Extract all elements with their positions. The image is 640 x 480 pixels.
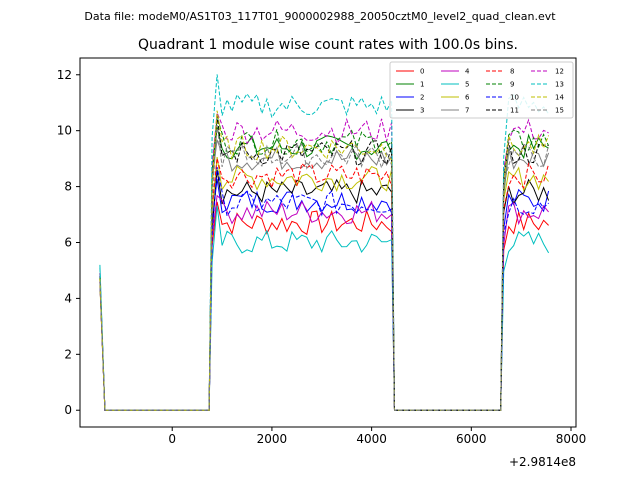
series-line-15 xyxy=(99,125,550,411)
legend-label-1: 1 xyxy=(420,81,424,89)
legend-label-4: 4 xyxy=(465,68,470,76)
x-tick-label: 0 xyxy=(168,432,176,446)
y-tick-label: 2 xyxy=(64,347,72,361)
legend-box xyxy=(389,61,574,119)
legend-label-10: 10 xyxy=(510,94,519,102)
y-tick-label: 8 xyxy=(64,180,72,194)
legend-label-5: 5 xyxy=(465,81,469,89)
series-line-13 xyxy=(99,74,550,411)
series-line-12 xyxy=(99,112,549,411)
x-tick-label: 4000 xyxy=(356,432,387,446)
y-tick-label: 6 xyxy=(64,236,72,250)
series-line-5 xyxy=(99,205,550,411)
suptitle: Data file: modeM0/AS1T03_117T01_90000029… xyxy=(84,10,556,23)
series-line-7 xyxy=(99,139,550,411)
axes-background xyxy=(80,58,576,427)
series-layer xyxy=(99,74,550,411)
y-tick-label: 10 xyxy=(57,124,72,138)
y-tick-label: 12 xyxy=(57,68,72,82)
legend-label-3: 3 xyxy=(420,107,424,115)
x-tick-label: 2000 xyxy=(257,432,288,446)
series-line-8 xyxy=(99,158,550,411)
legend-label-14: 14 xyxy=(555,94,564,102)
legend-label-2: 2 xyxy=(420,94,424,102)
legend-label-7: 7 xyxy=(465,107,469,115)
x-offset-label: +2.9814e8 xyxy=(509,455,576,469)
series-line-10 xyxy=(99,167,549,411)
legend-label-6: 6 xyxy=(465,94,470,102)
series-line-9 xyxy=(99,117,550,411)
legend-label-11: 11 xyxy=(510,107,519,115)
legend-label-13: 13 xyxy=(555,81,564,89)
y-tick-label: 4 xyxy=(64,291,72,305)
series-line-14 xyxy=(99,110,550,411)
legend-label-12: 12 xyxy=(555,68,564,76)
y-tick-label: 0 xyxy=(64,403,72,417)
series-line-6 xyxy=(99,157,549,411)
x-tick-label: 8000 xyxy=(556,432,587,446)
y-axis: 0 2 4 6 8 10 12 xyxy=(57,68,80,417)
legend-label-9: 9 xyxy=(510,81,514,89)
series-line-2 xyxy=(99,178,550,411)
x-tick-label: 6000 xyxy=(456,432,487,446)
legend-label-15: 15 xyxy=(555,107,564,115)
series-line-4 xyxy=(99,194,549,411)
chart-title: Quadrant 1 module wise count rates with … xyxy=(138,37,518,53)
x-axis: 0 2000 4000 6000 8000 xyxy=(168,427,586,446)
legend-label-8: 8 xyxy=(510,68,514,76)
legend-label-0: 0 xyxy=(420,68,424,76)
